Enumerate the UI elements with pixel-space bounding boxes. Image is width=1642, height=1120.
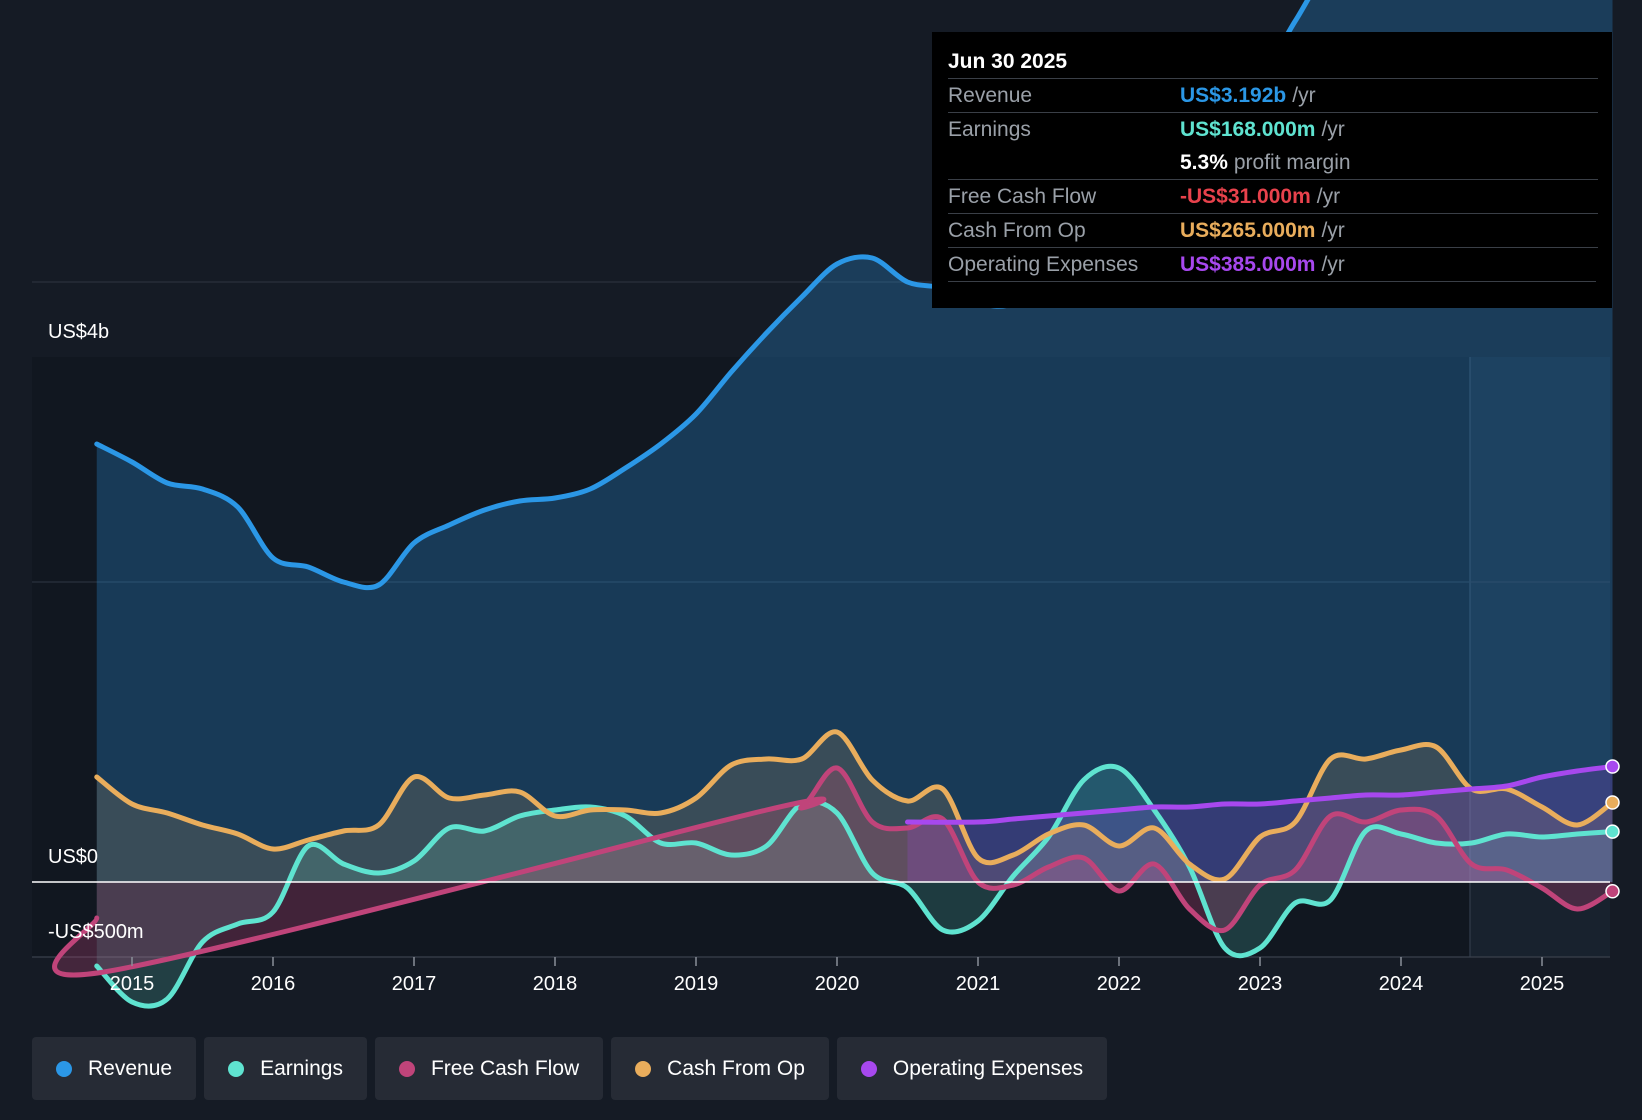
legend-item-operating-expenses[interactable]: Operating Expenses xyxy=(836,1037,1108,1100)
tooltip-value: US$168.000m xyxy=(1180,117,1316,141)
legend: Revenue Earnings Free Cash Flow Cash From O… xyxy=(32,1037,1108,1100)
forecast-region xyxy=(1470,357,1610,957)
tooltip: Jun 30 2025 Revenue US$3.192b/yr Earnings U… xyxy=(932,32,1612,308)
y-label-top: US$4b xyxy=(48,321,110,343)
tooltip-row: Cash From Op US$265.000m/yr xyxy=(948,213,1598,247)
legend-label: Free Cash Flow xyxy=(430,1056,580,1080)
legend-dot-icon xyxy=(860,1060,877,1077)
legend-dot-icon xyxy=(228,1060,245,1077)
tooltip-value: US$385.000m xyxy=(1180,252,1316,276)
x-tick-label-2022: 2022 xyxy=(1097,973,1142,995)
cash-from-op-endpoint xyxy=(1605,795,1620,810)
earnings-endpoint xyxy=(1605,824,1620,839)
x-tick-label-2019: 2019 xyxy=(674,973,719,995)
legend-label: Earnings xyxy=(260,1056,343,1080)
tooltip-unit: /yr xyxy=(1321,218,1345,242)
x-tick-label-2021: 2021 xyxy=(956,973,1001,995)
x-tick-label-2017: 2017 xyxy=(392,973,437,995)
x-tick-label-2016: 2016 xyxy=(251,973,296,995)
earnings-line xyxy=(94,763,1615,1009)
legend-label: Cash From Op xyxy=(667,1056,805,1080)
legend-item-free-cash-flow[interactable]: Free Cash Flow xyxy=(374,1037,604,1100)
legend-label: Operating Expenses xyxy=(892,1056,1084,1080)
tooltip-label: Operating Expenses xyxy=(948,252,1139,276)
x-tick-label-2023: 2023 xyxy=(1238,973,1283,995)
revenue-line xyxy=(94,0,1311,591)
tooltip-unit: profit margin xyxy=(1233,150,1351,174)
x-tick-label-2015: 2015 xyxy=(110,973,155,995)
y-label-bottom: -US$500m xyxy=(48,921,144,943)
free-cash-flow-line xyxy=(52,765,1615,978)
tooltip-unit: /yr xyxy=(1292,83,1316,107)
cash-from-op-area xyxy=(96,731,1613,882)
tooltip-value: US$3.192b xyxy=(1180,83,1287,107)
plot-background xyxy=(32,357,1610,957)
tooltip-unit: /yr xyxy=(1316,184,1341,208)
tooltip-row: Revenue US$3.192b/yr xyxy=(948,78,1598,112)
legend-dot-icon xyxy=(398,1060,415,1077)
operating-expenses-area xyxy=(907,766,1613,882)
tooltip-label: Earnings xyxy=(948,117,1031,141)
y-label-zero: US$0 xyxy=(48,846,99,868)
free-cash-flow-endpoint xyxy=(1605,884,1620,899)
legend-item-earnings[interactable]: Earnings xyxy=(204,1037,367,1100)
operating-expenses-line xyxy=(905,764,1615,825)
tooltip-row: 5.3% profit margin xyxy=(948,146,1598,179)
cash-from-op-line xyxy=(94,729,1615,883)
legend-label: Revenue xyxy=(88,1056,173,1080)
tooltip-row: Earnings US$168.000m/yr xyxy=(948,112,1598,146)
tooltip-value: US$265.000m xyxy=(1180,218,1316,242)
x-tick-label-2020: 2020 xyxy=(815,973,860,995)
tooltip-row: Operating Expenses US$385.000m/yr xyxy=(948,247,1598,281)
x-tick-label-2024: 2024 xyxy=(1379,973,1424,995)
free-cash-flow-area xyxy=(54,767,1613,975)
tooltip-label: Cash From Op xyxy=(948,218,1086,242)
tooltip-unit: /yr xyxy=(1321,117,1345,141)
tooltip-date: Jun 30 2025 xyxy=(948,50,1068,73)
tooltip-value: 5.3% xyxy=(1180,150,1228,174)
legend-item-cash-from-op[interactable]: Cash From Op xyxy=(611,1037,829,1100)
tooltip-row: Free Cash Flow -US$31.000m/yr xyxy=(948,179,1598,213)
x-tick-label-2025: 2025 xyxy=(1520,973,1565,995)
x-tick-label-2018: 2018 xyxy=(533,973,578,995)
tooltip-label: Free Cash Flow xyxy=(948,184,1097,208)
tooltip-label: Revenue xyxy=(948,83,1033,107)
legend-item-revenue[interactable]: Revenue xyxy=(32,1037,197,1100)
legend-dot-icon xyxy=(56,1060,72,1077)
legend-dot-icon xyxy=(635,1060,652,1077)
operating-expenses-endpoint xyxy=(1605,759,1620,774)
earnings-area xyxy=(96,766,1613,1007)
tooltip-unit: /yr xyxy=(1321,252,1345,276)
tooltip-value: -US$31.000m xyxy=(1180,184,1311,208)
